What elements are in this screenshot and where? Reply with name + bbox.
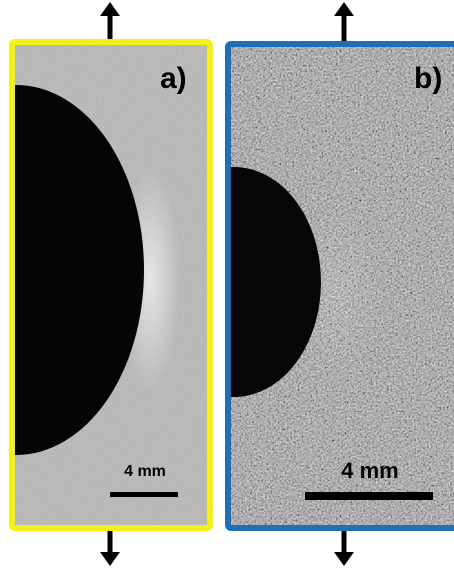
panel-a: a) 4 mm [0, 42, 210, 528]
scale-bar [305, 492, 433, 500]
panel-label: a) [160, 62, 187, 95]
scale-label: 4 mm [124, 463, 166, 480]
figure: a) 4 mm b) 4 mm [0, 0, 454, 568]
page: a) 4 mm b) 4 mm (() => { const data = JS… [0, 0, 454, 568]
scale-bar [110, 492, 178, 497]
scale-label: 4 mm [341, 458, 398, 483]
panel-label: b) [414, 62, 442, 95]
